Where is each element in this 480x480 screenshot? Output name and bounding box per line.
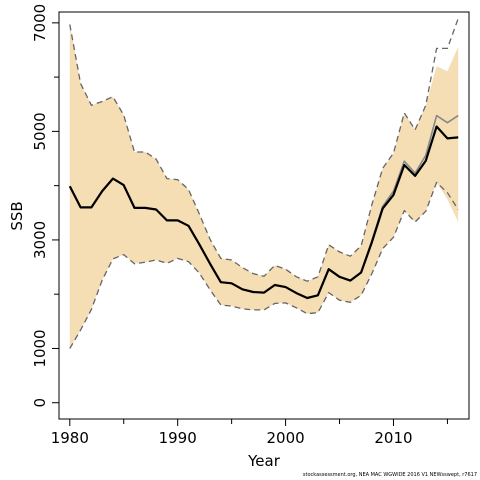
x-axis: 1980 1990 2000 2010 [51,419,448,447]
y-tick-label-0: 0 [31,398,49,408]
plot-frame [58,11,470,420]
x-tick-label-1990: 1990 [159,429,197,447]
y-tick-label-1000: 1000 [31,329,49,367]
x-tick-label-1980: 1980 [51,429,89,447]
y-tick-label-3000: 3000 [31,221,49,259]
confidence-band [69,24,459,349]
x-tick-label-2000: 2000 [266,429,304,447]
y-axis-title: SSB [8,201,26,230]
plot-area [68,18,459,349]
estimate-line [68,125,459,300]
y-axis: 0 1000 3000 5000 7000 [31,4,59,408]
source-footnote: stockassessment.org, NEA MAC WGWIDE 2016… [302,472,477,478]
y-tick-label-5000: 5000 [31,112,49,150]
x-tick-label-2010: 2010 [374,429,412,447]
lower-bound-line [69,181,459,349]
upper-bound-line [69,18,459,282]
x-axis-title: Year [247,452,281,470]
y-tick-label-7000: 7000 [31,4,49,42]
